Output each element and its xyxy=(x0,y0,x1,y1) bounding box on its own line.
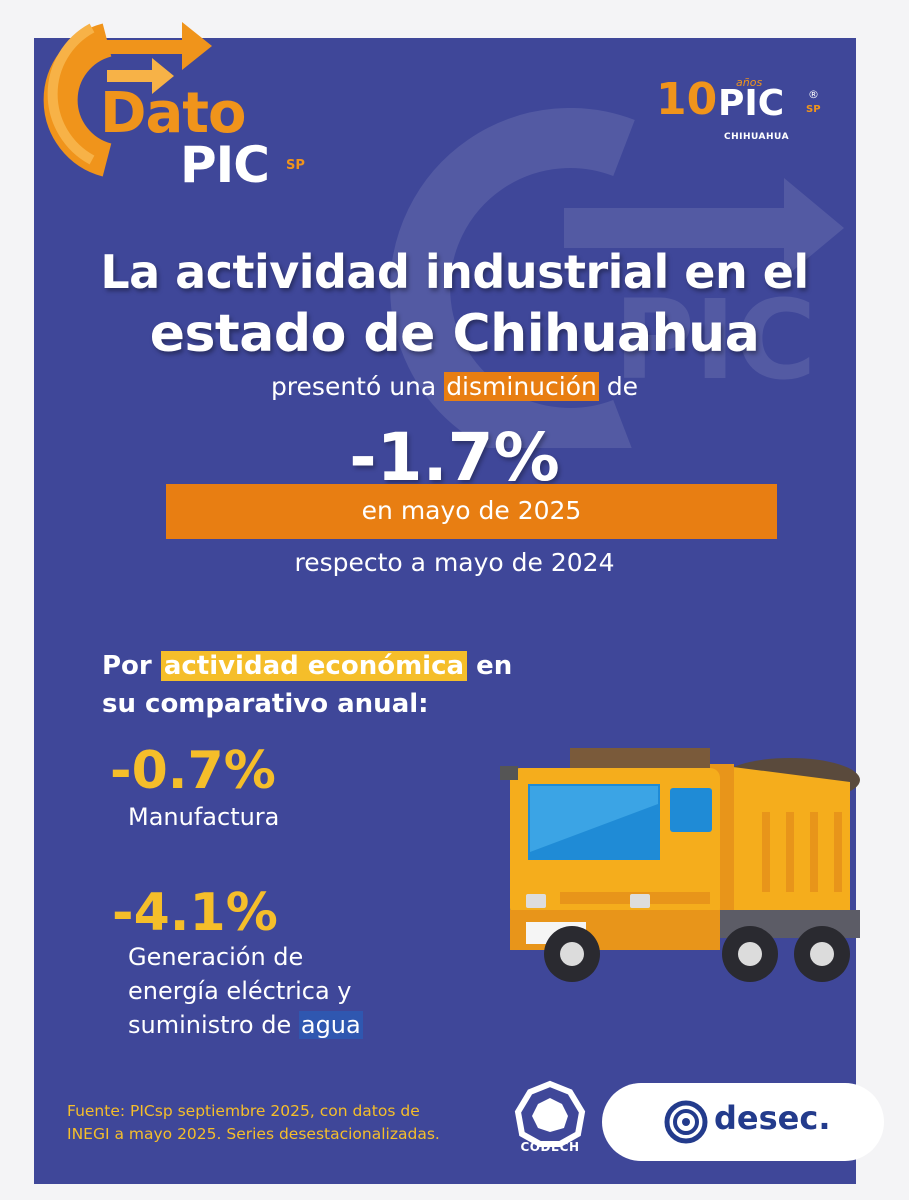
stat-energia-label-line3: suministro de xyxy=(128,1011,292,1039)
watermark-logo-icon: PIC xyxy=(390,108,844,448)
period-band xyxy=(166,484,777,539)
section-title: Por actividad económica en su comparativ… xyxy=(102,647,512,723)
period-text: en mayo de 2025 xyxy=(361,496,582,525)
anniversary-sp: SP xyxy=(806,104,821,115)
section-highlight: actividad económica xyxy=(160,651,468,681)
anniversary-city: CHIHUAHUA xyxy=(724,132,790,142)
dato-word: Dato xyxy=(100,81,247,146)
stat-manufactura-label: Manufactura xyxy=(128,803,280,831)
stat-energia-label-highlight: agua xyxy=(298,1011,363,1039)
codech-logo-icon xyxy=(514,1080,586,1147)
anniversary-ten: 10 xyxy=(656,74,718,125)
svg-text:PIC: PIC xyxy=(614,276,816,404)
headline-line2: estado de Chihuahua xyxy=(149,304,760,364)
headline-line1: La actividad industrial en el xyxy=(100,245,809,299)
dump-truck-icon xyxy=(500,748,860,982)
stat-energia-label-line2: energía eléctrica y xyxy=(128,977,352,1005)
anniversary-registered: ® xyxy=(808,88,819,101)
stat-energia-value: -4.1% xyxy=(112,883,278,943)
section-after: en xyxy=(476,651,513,681)
intro-before: presentó una xyxy=(270,372,437,401)
main-value: -1.7% xyxy=(349,419,560,496)
dato-pic-logo-icon xyxy=(43,22,212,177)
pic-word: PIC xyxy=(180,136,270,194)
anniversary-logo: 10 años PIC ® SP CHIHUAHUA xyxy=(656,76,836,146)
intro-text: presentó una disminución de xyxy=(0,372,909,401)
desec-spiral-icon xyxy=(664,1100,708,1144)
anniversary-pic: PIC xyxy=(718,83,785,124)
section-line2: su comparativo anual: xyxy=(102,689,429,719)
intro-highlight: disminución xyxy=(444,372,599,401)
source-line1: Fuente: PICsp septiembre 2025, con datos… xyxy=(67,1102,420,1120)
source-note: Fuente: PICsp septiembre 2025, con datos… xyxy=(67,1100,507,1146)
comparison-text: respecto a mayo de 2024 xyxy=(294,548,615,577)
stat-energia-label-line1: Generación de xyxy=(128,943,304,971)
desec-logo: desec. xyxy=(602,1083,884,1161)
desec-word: desec. xyxy=(714,1099,831,1137)
anniversary-label: años xyxy=(736,76,763,89)
codech-label: CODECH xyxy=(520,1140,580,1154)
stat-manufactura-value: -0.7% xyxy=(110,741,276,801)
stat-energia-label: Generación de energía eléctrica y sumini… xyxy=(128,940,448,1042)
intro-after: de xyxy=(606,372,639,401)
infographic-card: PIC xyxy=(34,38,856,1184)
pic-sp: SP xyxy=(286,158,305,173)
source-line2: INEGI a mayo 2025. Series desestacionali… xyxy=(67,1125,440,1143)
section-before: Por xyxy=(102,651,152,681)
